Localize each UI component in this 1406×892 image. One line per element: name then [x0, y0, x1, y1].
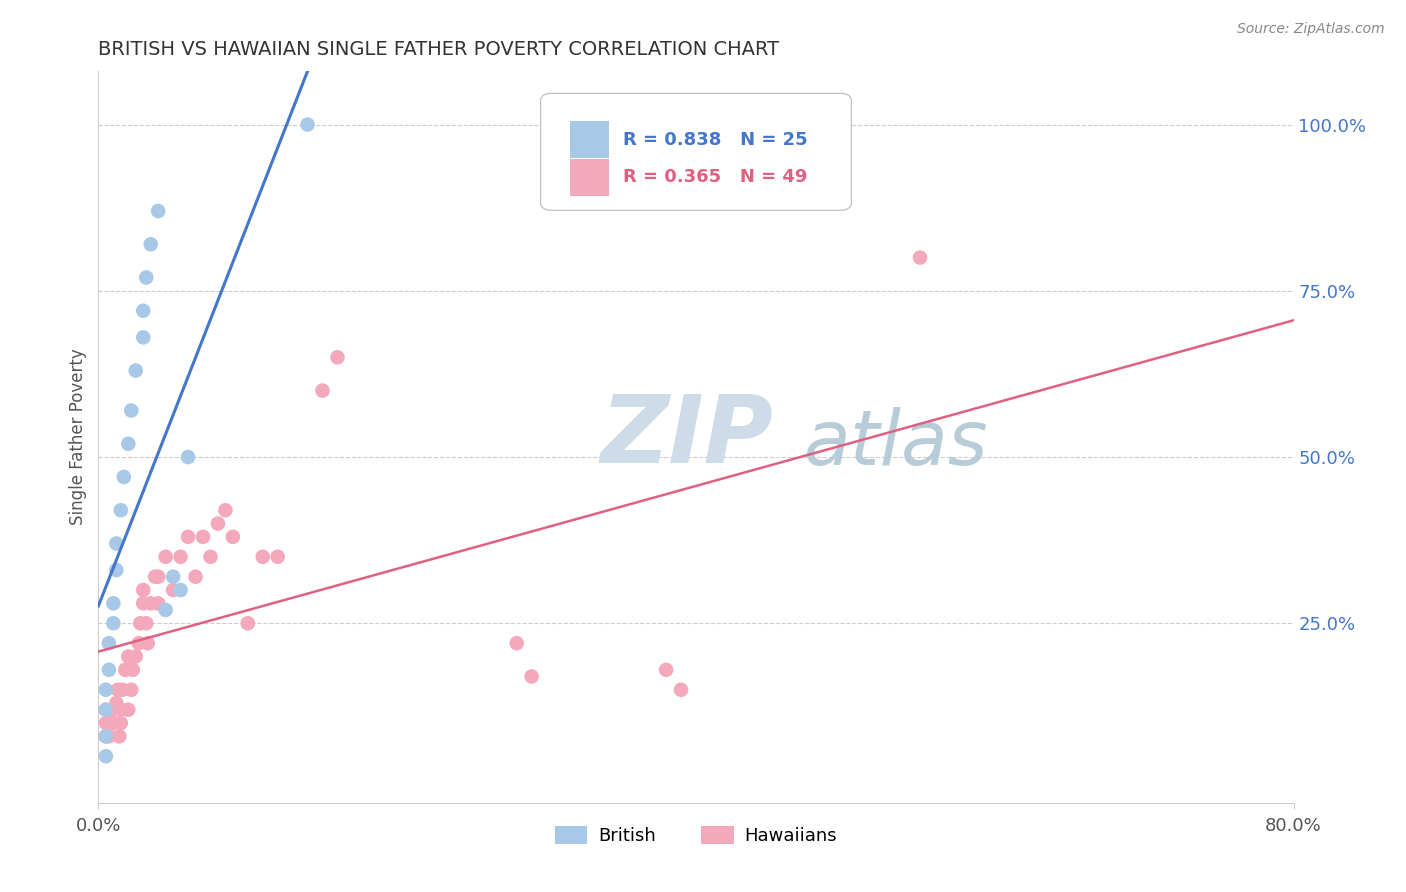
Point: [177, 450, 200, 464]
Point: [236, 616, 259, 631]
Point: [98, 716, 122, 731]
Point: [112, 470, 135, 484]
Point: [222, 530, 245, 544]
Point: [139, 596, 162, 610]
Point: [97, 663, 120, 677]
Point: [148, 570, 170, 584]
Point: [110, 503, 132, 517]
Point: [94, 703, 117, 717]
Point: [136, 636, 159, 650]
Point: [97, 636, 120, 650]
Point: [94, 703, 117, 717]
Point: [669, 682, 692, 697]
Point: [139, 237, 162, 252]
Point: [169, 549, 191, 564]
Point: [184, 570, 207, 584]
Bar: [571, 121, 609, 158]
Point: [148, 204, 170, 219]
Point: [117, 703, 139, 717]
Point: [103, 596, 125, 610]
Point: [908, 251, 931, 265]
Point: [103, 703, 125, 717]
Point: [267, 549, 290, 564]
Point: [177, 530, 200, 544]
Point: [135, 270, 157, 285]
Point: [120, 682, 142, 697]
Point: [326, 351, 349, 365]
Point: [94, 749, 117, 764]
Point: [162, 582, 184, 597]
Point: [94, 729, 117, 743]
Point: [121, 663, 143, 677]
Point: [105, 536, 128, 550]
Point: [117, 436, 139, 450]
Point: [148, 596, 170, 610]
Point: [128, 636, 150, 650]
Point: [94, 729, 117, 743]
Point: [135, 616, 157, 631]
Point: [132, 330, 155, 344]
Point: [143, 570, 166, 584]
Point: [108, 729, 131, 743]
Point: [97, 729, 120, 743]
Point: [297, 118, 319, 132]
Text: BRITISH VS HAWAIIAN SINGLE FATHER POVERTY CORRELATION CHART: BRITISH VS HAWAIIAN SINGLE FATHER POVERT…: [98, 39, 779, 59]
Point: [103, 716, 125, 731]
Point: [214, 503, 236, 517]
Text: ZIP: ZIP: [600, 391, 773, 483]
Point: [506, 636, 529, 650]
Point: [311, 384, 333, 398]
Y-axis label: Single Father Poverty: Single Father Poverty: [69, 349, 87, 525]
Point: [105, 563, 128, 577]
Text: atlas: atlas: [804, 408, 988, 482]
Point: [207, 516, 229, 531]
Legend: British, Hawaiians: British, Hawaiians: [548, 819, 844, 852]
Point: [132, 582, 155, 597]
Point: [191, 530, 214, 544]
Point: [111, 682, 134, 697]
Point: [125, 649, 148, 664]
FancyBboxPatch shape: [541, 94, 852, 211]
Point: [129, 616, 152, 631]
Point: [120, 403, 142, 417]
Point: [132, 303, 155, 318]
Point: [110, 716, 132, 731]
Point: [103, 616, 125, 631]
Point: [132, 596, 155, 610]
Point: [105, 696, 128, 710]
Text: Source: ZipAtlas.com: Source: ZipAtlas.com: [1237, 22, 1385, 37]
Point: [94, 716, 117, 731]
Point: [114, 663, 136, 677]
Text: R = 0.365   N = 49: R = 0.365 N = 49: [623, 169, 807, 186]
Point: [107, 682, 129, 697]
Point: [252, 549, 274, 564]
Point: [155, 603, 177, 617]
Point: [169, 582, 191, 597]
Point: [155, 549, 177, 564]
Point: [117, 649, 139, 664]
Point: [200, 549, 222, 564]
Point: [125, 363, 148, 377]
Point: [94, 682, 117, 697]
Point: [655, 663, 678, 677]
Bar: [571, 159, 609, 195]
Point: [520, 669, 543, 683]
Text: R = 0.838   N = 25: R = 0.838 N = 25: [623, 130, 807, 149]
Point: [162, 570, 184, 584]
Point: [110, 703, 132, 717]
